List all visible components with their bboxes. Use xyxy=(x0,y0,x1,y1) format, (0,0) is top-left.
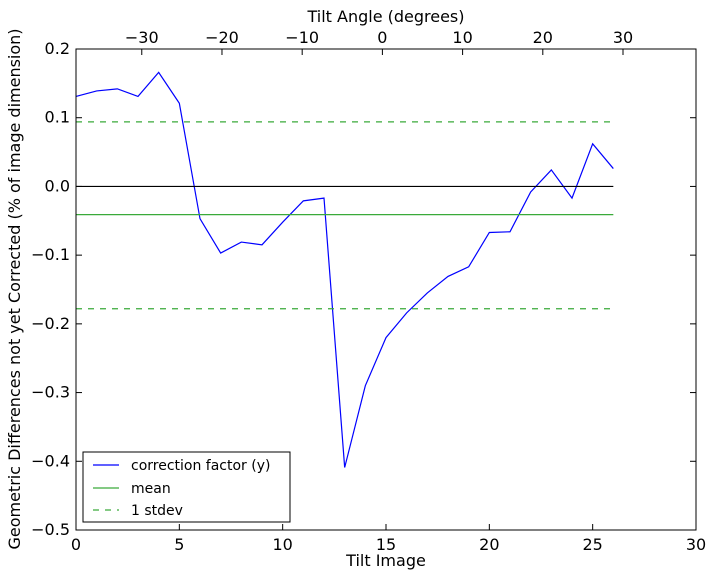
y-tick-label: −0.1 xyxy=(31,245,70,264)
legend: correction factor (y) mean 1 stdev xyxy=(82,451,291,523)
x2-tick-label: −20 xyxy=(205,28,239,47)
x-tick-label: 10 xyxy=(272,535,292,554)
legend-label-correction-factor: correction factor (y) xyxy=(131,458,270,474)
series-line-correction-factor-y-0 xyxy=(75,71,614,468)
x-tick-label: 25 xyxy=(582,535,602,554)
x2-tick-label: 30 xyxy=(613,28,633,47)
top-axis-title: Tilt Angle (degrees) xyxy=(306,7,464,26)
x-tick-label: 5 xyxy=(174,535,184,554)
y-tick-label: −0.4 xyxy=(31,451,70,470)
x-tick-label: 20 xyxy=(479,535,499,554)
x2-tick-label: 20 xyxy=(533,28,553,47)
x2-tick-label: −10 xyxy=(285,28,319,47)
x-axis-title: Tilt Image xyxy=(345,551,426,570)
ticks-layer: 0 5 10 15 20 25 30 −30 −20 −10 0 10 20 30 0.2 0.1 0.0 −0.… xyxy=(31,28,706,554)
legend-label-mean: mean xyxy=(131,481,171,497)
series-layer xyxy=(75,71,614,468)
y-tick-label: −0.2 xyxy=(31,314,70,333)
x-tick-label: 15 xyxy=(376,535,396,554)
x-tick-label: 0 xyxy=(71,535,81,554)
y-tick-label: 0.0 xyxy=(45,176,70,195)
y-axis-title: Geometric Differences not yet Corrected … xyxy=(5,28,24,549)
y-tick-label: −0.3 xyxy=(31,383,70,402)
x2-tick-label: 10 xyxy=(452,28,472,47)
y-tick-label: 0.1 xyxy=(45,108,70,127)
x2-tick-label: 0 xyxy=(377,28,387,47)
y-tick-label: −0.5 xyxy=(31,520,70,539)
x2-tick-label: −30 xyxy=(125,28,159,47)
legend-label-stdev: 1 stdev xyxy=(131,503,183,519)
y-tick-label: 0.2 xyxy=(45,39,70,58)
x-tick-label: 30 xyxy=(686,535,706,554)
plot-background xyxy=(76,49,696,530)
